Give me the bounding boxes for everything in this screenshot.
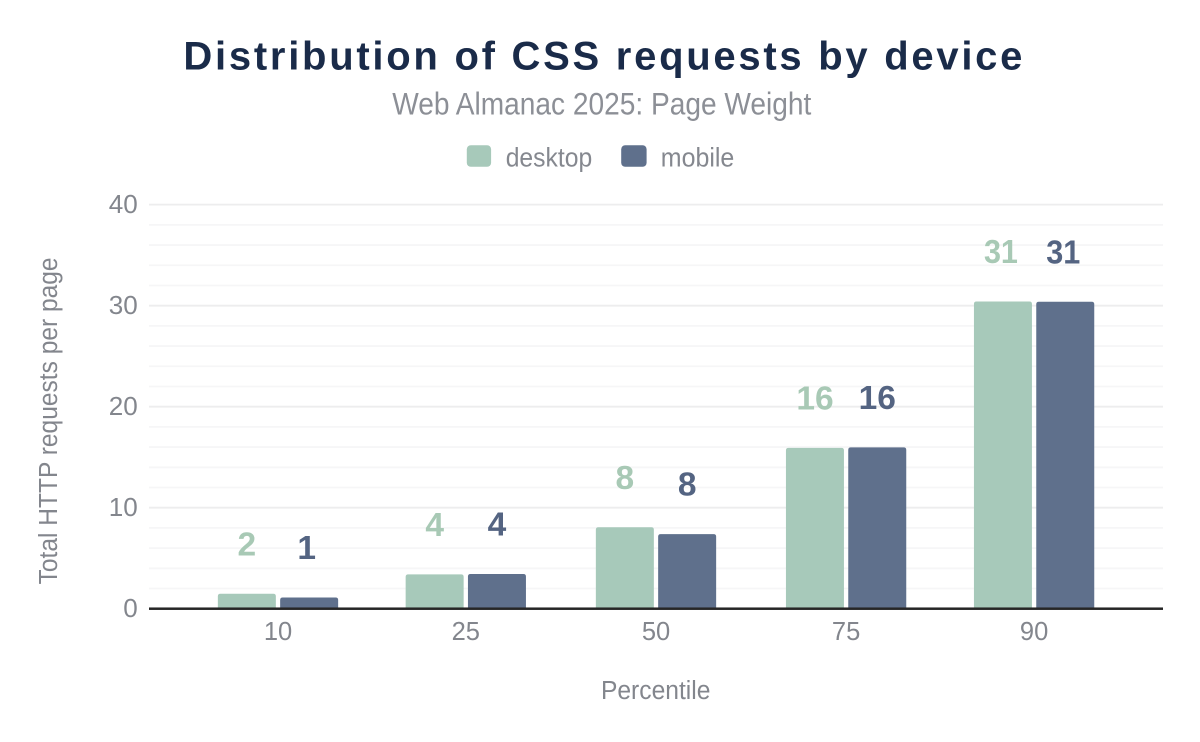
svg-text:Distribution of CSS requests b: Distribution of CSS requests by device [183,35,1022,79]
svg-text:90: 90 [1020,618,1048,646]
svg-text:4: 4 [425,507,444,544]
svg-text:30: 30 [109,292,138,320]
svg-text:1: 1 [297,530,316,567]
svg-text:8: 8 [616,460,635,497]
svg-text:mobile: mobile [661,142,735,172]
svg-text:25: 25 [452,618,480,646]
svg-text:0: 0 [123,595,138,623]
svg-text:16: 16 [859,380,896,417]
svg-text:desktop: desktop [506,142,593,172]
svg-text:31: 31 [1046,234,1080,271]
svg-text:8: 8 [678,467,697,504]
svg-text:Web Almanac 2025: Page Weight: Web Almanac 2025: Page Weight [392,85,811,121]
svg-text:4: 4 [488,507,507,544]
svg-text:10: 10 [264,618,292,646]
svg-text:75: 75 [832,618,860,646]
svg-text:31: 31 [984,234,1018,271]
svg-text:20: 20 [109,393,138,421]
svg-text:50: 50 [642,618,670,646]
svg-text:16: 16 [796,380,833,417]
svg-text:2: 2 [238,526,257,563]
svg-text:Total HTTP requests per page: Total HTTP requests per page [35,257,63,584]
svg-text:Percentile: Percentile [601,677,711,705]
svg-text:10: 10 [109,494,138,522]
svg-text:40: 40 [109,191,138,219]
